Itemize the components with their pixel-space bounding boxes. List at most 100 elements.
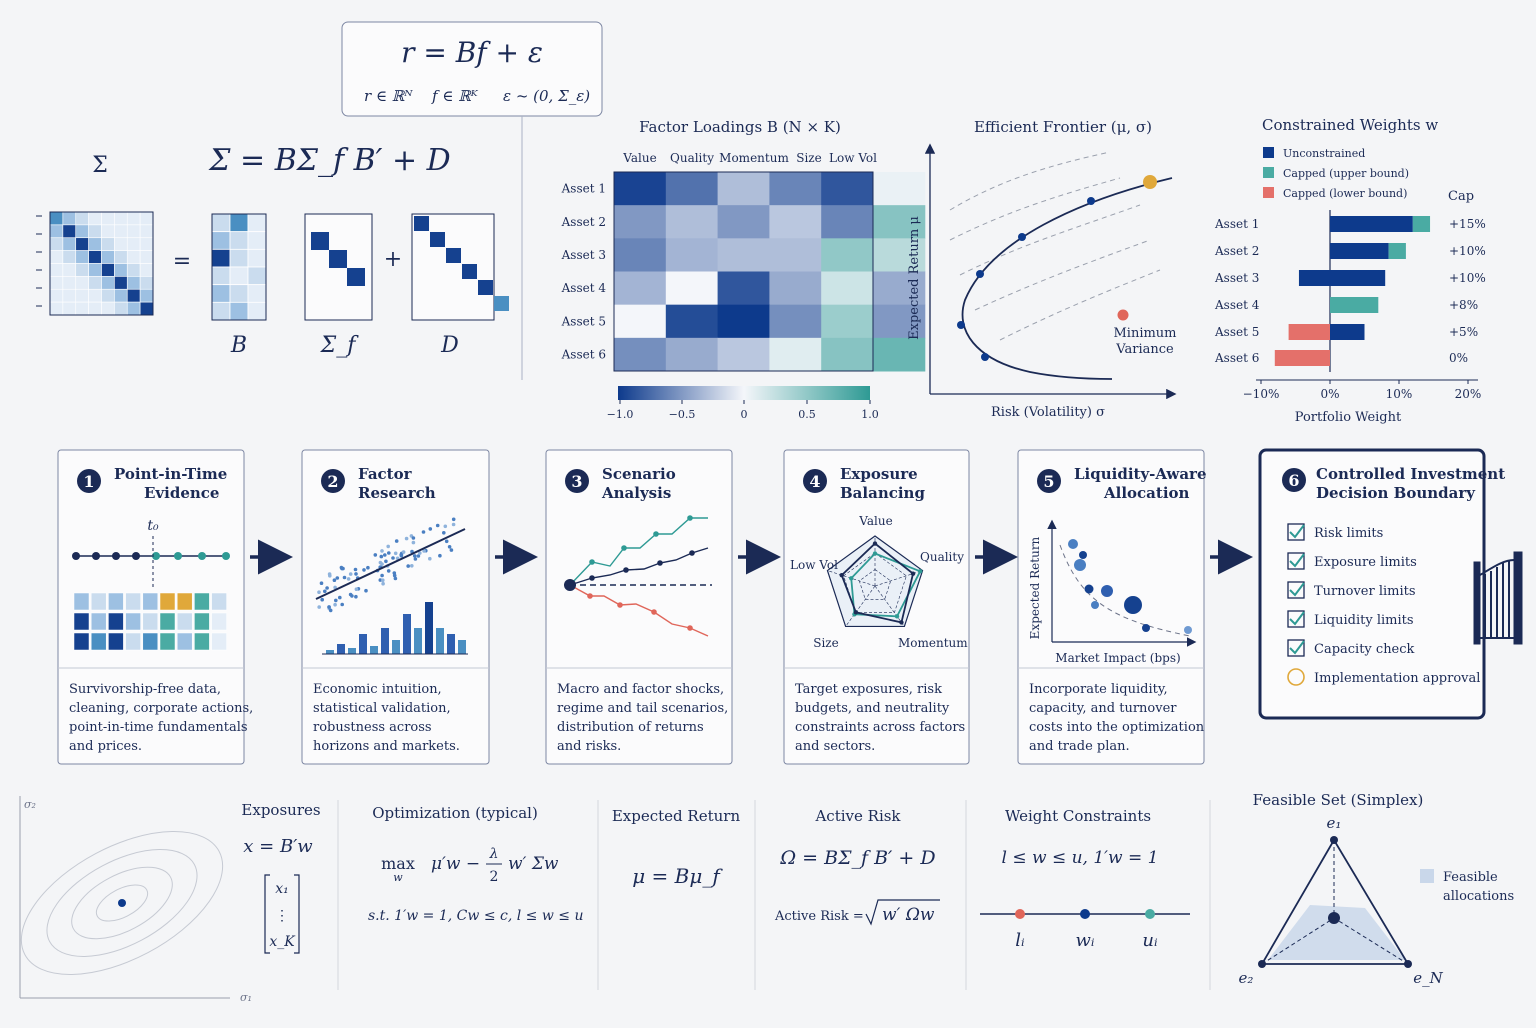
step-number: 2 xyxy=(327,472,338,491)
lower-bound-marker xyxy=(1015,909,1025,919)
d-cell xyxy=(430,232,445,247)
loadings-cell xyxy=(717,304,770,339)
opt-lambda: λ xyxy=(489,846,499,862)
b-label: B xyxy=(230,333,247,358)
liquidity-scatter: Market Impact (bps) Expected Return xyxy=(1028,519,1197,665)
vertical-dots: ⋮ xyxy=(275,908,289,924)
frontier-x-label: Risk (Volatility) σ xyxy=(991,405,1105,420)
loadings-row-label: Asset 2 xyxy=(561,215,606,229)
weight-bar-upper xyxy=(1330,297,1379,313)
step-badge xyxy=(321,469,345,493)
colorbar xyxy=(618,386,870,400)
cov-cell xyxy=(126,263,141,277)
step-badge xyxy=(803,469,827,493)
checkbox-icon xyxy=(1287,523,1305,541)
loadings-cell xyxy=(717,337,770,372)
weights-x-tick: 10% xyxy=(1386,387,1413,401)
check-mark-icon xyxy=(1289,524,1305,539)
cov-cell xyxy=(75,301,89,316)
loadings-column-label: Low Vol xyxy=(829,151,877,165)
cov-cell xyxy=(62,288,77,303)
weights-row-label: Asset 4 xyxy=(1214,298,1260,312)
loadings-cell xyxy=(614,205,667,239)
sf-cell xyxy=(329,250,347,268)
checklist-item: Capacity check xyxy=(1314,642,1415,657)
weights-row-label: Asset 1 xyxy=(1214,217,1259,231)
b-cell xyxy=(247,248,267,268)
d-label: D xyxy=(440,333,459,358)
loadings-cell xyxy=(821,205,874,239)
covariance-equation: Σ = BΣ_f B′ + D xyxy=(208,143,450,178)
loadings-cell xyxy=(821,337,874,372)
scenario-paths xyxy=(564,515,712,637)
step-title: Exposure xyxy=(840,465,918,483)
check-mark-icon xyxy=(1289,611,1305,626)
cov-cell xyxy=(114,250,128,264)
radar-label: Momentum xyxy=(898,636,968,650)
loadings-cell xyxy=(769,304,822,339)
exposure-radar: Value Quality Momentum Size Low Vol xyxy=(790,514,968,650)
step-description: cleaning, corporate actions, xyxy=(69,701,253,716)
step-title: Liquidity-Aware xyxy=(1074,465,1207,483)
loadings-column-label: Size xyxy=(796,151,821,165)
exposures-equation: x = B′w xyxy=(243,836,313,857)
weight-bar xyxy=(1330,243,1389,259)
weights-row-label: Asset 2 xyxy=(1214,244,1259,258)
opt-max: max xyxy=(381,854,415,873)
check-mark-icon xyxy=(1289,640,1305,655)
sigma1-label: σ₁ xyxy=(240,991,252,1004)
b-cell xyxy=(247,301,267,321)
pending-approval: Implementation approval xyxy=(1314,671,1480,686)
sf-cell xyxy=(311,232,329,250)
cov-cell xyxy=(75,250,89,264)
loadings-cell xyxy=(665,271,719,306)
loadings-cell xyxy=(614,304,667,339)
upper-bound-marker xyxy=(1145,909,1155,919)
checklist-item: Liquidity limits xyxy=(1314,613,1414,628)
step-description: horizons and markets. xyxy=(313,739,460,754)
step-title: Balancing xyxy=(840,484,925,502)
b-cell xyxy=(211,248,231,268)
loadings-cell xyxy=(614,172,667,206)
cov-cell xyxy=(62,276,77,290)
weight-bar-upper xyxy=(1388,243,1406,259)
b-cell xyxy=(229,213,249,233)
sigma-label: Σ xyxy=(92,153,108,178)
simplex-diagram xyxy=(1258,836,1412,968)
cov-cell xyxy=(139,288,154,303)
loadings-cell xyxy=(665,238,719,272)
b-cell xyxy=(229,301,249,321)
step-description: constraints across factors xyxy=(795,720,965,735)
cov-cell xyxy=(139,276,154,290)
weights-x-tick: −10% xyxy=(1243,387,1280,401)
sigma-f-matrix xyxy=(304,213,373,321)
tangency-point xyxy=(1143,175,1157,189)
step-description: costs into the optimization xyxy=(1029,720,1205,735)
loadings-row-label: Asset 4 xyxy=(561,281,607,295)
cov-cell xyxy=(114,263,128,277)
cov-cell xyxy=(75,237,89,251)
exposures-title: Exposures xyxy=(241,801,320,819)
weight-bar xyxy=(1330,270,1386,286)
weight-bar-lower xyxy=(1274,350,1330,366)
b-cell xyxy=(229,248,249,268)
cov-cell xyxy=(75,288,89,303)
step-description: Economic intuition, xyxy=(313,682,442,697)
cov-cell xyxy=(126,211,141,226)
frontier-point xyxy=(1018,233,1026,241)
frontier-point xyxy=(976,270,984,278)
step-description: statistical validation, xyxy=(313,701,451,716)
sf-cell xyxy=(347,268,365,286)
step-description: regime and tail scenarios, xyxy=(557,701,728,716)
step-badge xyxy=(565,469,589,493)
d-cell xyxy=(478,280,493,295)
weights-legend-swatch xyxy=(1263,167,1274,178)
radar-label: Value xyxy=(858,514,892,528)
efficient-frontier-chart: Efficient Frontier (μ, σ) Minimum Varian… xyxy=(907,118,1177,420)
opt-constraints: s.t. 1′w = 1, Cw ≤ c, l ≤ w ≤ u xyxy=(368,908,583,924)
sigma2-label: σ₂ xyxy=(24,798,36,811)
cov-cell xyxy=(75,263,89,277)
